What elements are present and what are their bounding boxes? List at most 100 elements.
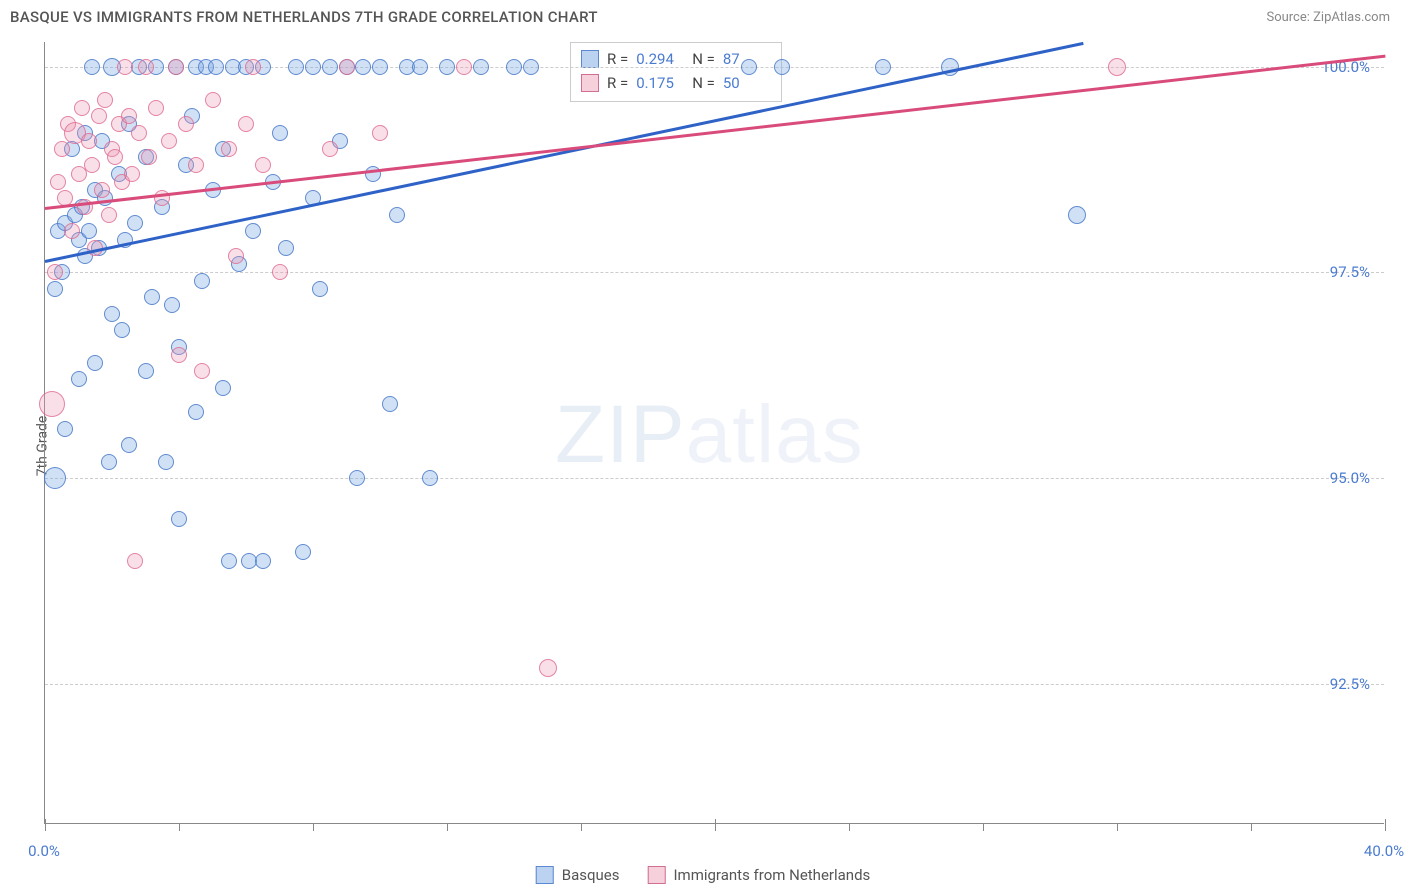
scatter-point-pink <box>372 125 388 141</box>
scatter-point-pink <box>64 223 80 239</box>
scatter-point-pink <box>339 59 355 75</box>
scatter-point-blue <box>523 59 539 75</box>
scatter-point-pink <box>47 264 63 280</box>
scatter-point-blue <box>121 437 137 453</box>
scatter-point-blue <box>44 467 66 489</box>
scatter-point-pink <box>161 133 177 149</box>
scatter-point-pink <box>188 157 204 173</box>
scatter-point-pink <box>74 100 90 116</box>
scatter-point-blue <box>305 59 321 75</box>
scatter-point-pink <box>148 100 164 116</box>
scatter-point-blue <box>412 59 428 75</box>
gridline-h <box>45 272 1384 273</box>
scatter-point-blue <box>422 470 438 486</box>
scatter-point-blue <box>295 544 311 560</box>
scatter-point-blue <box>439 59 455 75</box>
scatter-point-blue <box>164 297 180 313</box>
scatter-point-blue <box>101 454 117 470</box>
gridline-h <box>45 684 1384 685</box>
scatter-point-pink <box>84 157 100 173</box>
stat-r-value: 0.175 <box>636 71 684 95</box>
bottom-legend-item: Immigrants from Netherlands <box>647 866 870 884</box>
scatter-point-blue <box>245 223 261 239</box>
scatter-point-blue <box>272 125 288 141</box>
scatter-point-blue <box>144 289 160 305</box>
scatter-point-blue <box>382 396 398 412</box>
scatter-point-pink <box>228 248 244 264</box>
legend-stats-row: R =0.175N =50 <box>581 71 771 95</box>
scatter-point-pink <box>255 157 271 173</box>
scatter-point-pink <box>131 125 147 141</box>
scatter-point-blue <box>208 59 224 75</box>
scatter-point-blue <box>774 59 790 75</box>
scatter-point-pink <box>539 659 557 677</box>
scatter-point-blue <box>741 59 757 75</box>
scatter-point-pink <box>81 133 97 149</box>
scatter-point-pink <box>322 141 338 157</box>
scatter-point-blue <box>506 59 522 75</box>
scatter-point-pink <box>168 59 184 75</box>
x-tick <box>715 819 716 831</box>
scatter-point-blue <box>312 281 328 297</box>
scatter-point-pink <box>205 92 221 108</box>
trend-line-blue <box>45 42 1084 263</box>
scatter-point-blue <box>81 223 97 239</box>
scatter-point-blue <box>71 371 87 387</box>
x-tick <box>313 823 314 831</box>
scatter-point-blue <box>57 421 73 437</box>
x-tick <box>179 823 180 831</box>
scatter-point-pink <box>238 116 254 132</box>
x-tick <box>1385 819 1386 831</box>
x-tick <box>849 823 850 831</box>
watermark-bold: ZIP <box>555 389 686 480</box>
scatter-point-pink <box>171 347 187 363</box>
scatter-point-blue <box>215 380 231 396</box>
scatter-point-pink <box>91 108 107 124</box>
scatter-point-pink <box>127 553 143 569</box>
x-tick <box>1117 823 1118 831</box>
scatter-point-pink <box>39 391 65 417</box>
scatter-point-pink <box>456 59 472 75</box>
scatter-point-blue <box>158 454 174 470</box>
scatter-point-pink <box>138 59 154 75</box>
bottom-legend-item: Basques <box>536 866 620 884</box>
scatter-point-blue <box>372 59 388 75</box>
scatter-point-pink <box>124 166 140 182</box>
legend-label: Immigrants from Netherlands <box>673 866 870 884</box>
scatter-point-pink <box>107 149 123 165</box>
scatter-point-blue <box>355 59 371 75</box>
legend-swatch <box>581 74 599 92</box>
source-label: Source: ZipAtlas.com <box>1266 10 1390 25</box>
scatter-point-pink <box>1108 58 1126 76</box>
scatter-point-pink <box>141 149 157 165</box>
x-tick <box>983 823 984 831</box>
scatter-point-blue <box>322 59 338 75</box>
scatter-point-blue <box>255 553 271 569</box>
scatter-point-pink <box>94 182 110 198</box>
scatter-point-blue <box>1068 206 1086 224</box>
scatter-point-blue <box>127 215 143 231</box>
scatter-point-pink <box>54 141 70 157</box>
scatter-point-blue <box>194 273 210 289</box>
scatter-point-blue <box>104 306 120 322</box>
scatter-point-blue <box>221 553 237 569</box>
legend-label: Basques <box>562 866 620 884</box>
scatter-point-pink <box>121 108 137 124</box>
x-tick <box>581 823 582 831</box>
scatter-point-blue <box>349 470 365 486</box>
watermark-thin: atlas <box>686 389 864 480</box>
x-tick <box>1251 823 1252 831</box>
y-tick-label: 97.5% <box>1330 263 1370 281</box>
gridline-h <box>45 478 1384 479</box>
stat-n-label: N = <box>692 71 715 95</box>
watermark: ZIPatlas <box>555 388 864 482</box>
scatter-point-blue <box>188 404 204 420</box>
scatter-point-blue <box>288 59 304 75</box>
scatter-point-pink <box>117 59 133 75</box>
scatter-point-blue <box>84 59 100 75</box>
x-tick <box>45 819 46 831</box>
scatter-point-pink <box>50 174 66 190</box>
scatter-point-pink <box>178 116 194 132</box>
x-tick <box>447 823 448 831</box>
scatter-point-blue <box>138 363 154 379</box>
